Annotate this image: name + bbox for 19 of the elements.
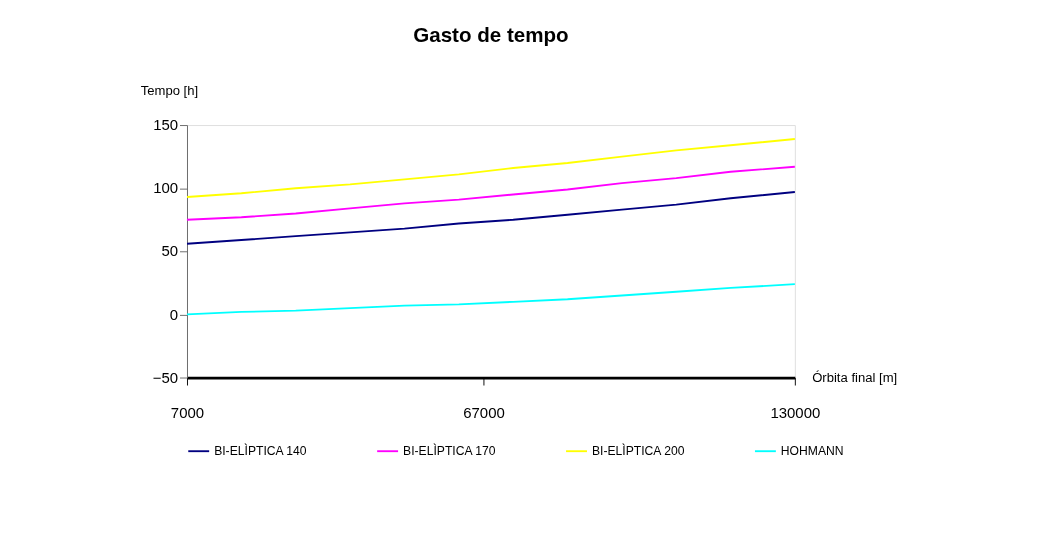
legend-label: BI-ELÌPTICA 140: [214, 442, 307, 458]
x-axis-title: Órbita final [m]: [812, 369, 898, 385]
legend-label: BI-ELÌPTICA 200: [591, 442, 685, 458]
y-axis-title: Tempo [h]: [140, 82, 199, 98]
y-tick-label: −50: [152, 368, 179, 386]
legend-label: HOHMANN: [780, 443, 844, 458]
y-tick-label: 100: [153, 179, 179, 197]
y-tick-label: 0: [169, 305, 179, 323]
chart-title: Gasto de tempo: [413, 22, 569, 46]
y-tick-label: 150: [153, 116, 179, 134]
line-series: [186, 165, 796, 221]
legend-label: BI-ELÌPTICA 170: [403, 442, 496, 458]
line-series: [186, 283, 796, 316]
x-tick-label: 130000: [770, 404, 821, 422]
x-tick-label: 67000: [463, 404, 505, 422]
line-series: [186, 138, 796, 198]
line-series: [186, 191, 796, 245]
y-tick-label: 50: [161, 242, 179, 260]
x-tick-label: 7000: [170, 404, 205, 422]
